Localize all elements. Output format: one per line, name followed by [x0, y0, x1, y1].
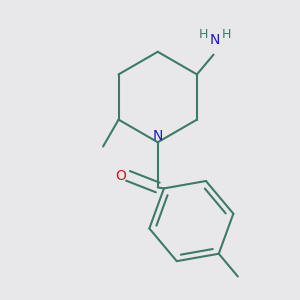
Text: H: H [199, 28, 208, 41]
Text: N: N [210, 33, 220, 47]
Text: O: O [116, 169, 126, 183]
Text: N: N [153, 129, 163, 143]
Text: H: H [222, 28, 231, 41]
